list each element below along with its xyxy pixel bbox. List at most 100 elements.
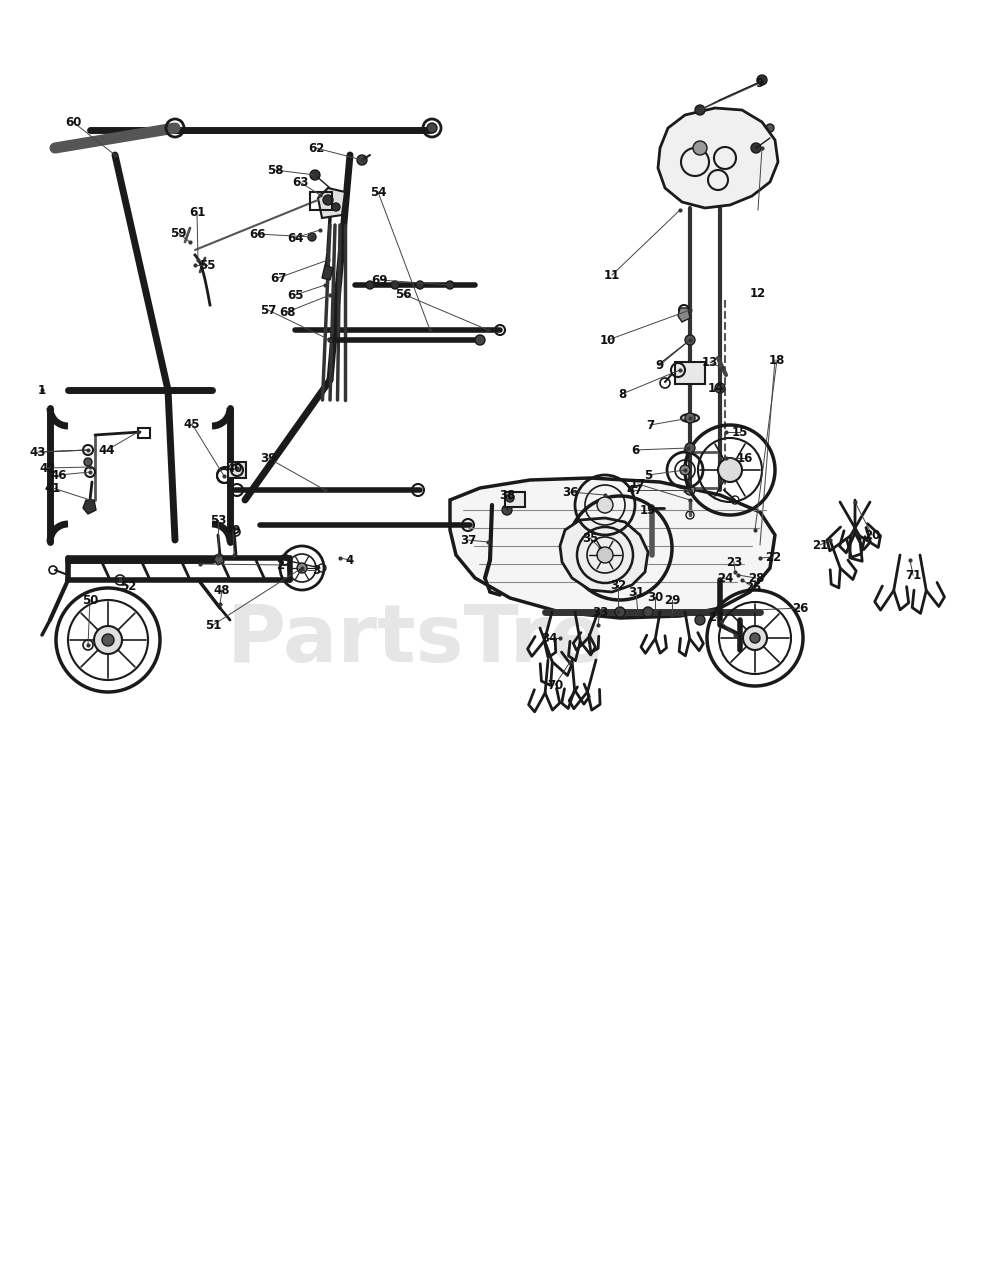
Text: 30: 30: [647, 590, 664, 603]
Text: 61: 61: [189, 206, 205, 219]
Bar: [675, 362, 705, 384]
Circle shape: [597, 547, 613, 563]
Bar: [138, 428, 150, 438]
Text: 2: 2: [276, 558, 284, 571]
Text: 35: 35: [582, 531, 598, 544]
Text: 11: 11: [604, 269, 620, 282]
Text: 45: 45: [184, 417, 200, 430]
Bar: [310, 192, 332, 210]
Circle shape: [766, 124, 774, 132]
Circle shape: [323, 195, 333, 205]
Circle shape: [310, 170, 320, 180]
Text: 62: 62: [308, 142, 324, 155]
Text: 33: 33: [591, 605, 608, 618]
Text: 71: 71: [905, 568, 921, 581]
Polygon shape: [214, 556, 224, 564]
Text: 1: 1: [38, 384, 46, 397]
Text: 5: 5: [644, 468, 652, 481]
Circle shape: [597, 497, 613, 513]
Text: 49: 49: [225, 524, 241, 536]
Polygon shape: [560, 518, 648, 591]
Circle shape: [685, 485, 695, 495]
Text: 68: 68: [279, 306, 296, 319]
Circle shape: [416, 282, 424, 289]
Bar: [505, 492, 525, 507]
Text: 55: 55: [199, 259, 216, 271]
Text: 44: 44: [99, 443, 116, 457]
Text: 7: 7: [646, 419, 654, 431]
Circle shape: [84, 458, 92, 466]
Text: 67: 67: [270, 271, 286, 284]
Text: 46: 46: [50, 468, 67, 481]
Text: 23: 23: [726, 556, 742, 568]
Text: 64: 64: [287, 232, 304, 244]
Polygon shape: [318, 188, 345, 218]
Text: 34: 34: [541, 631, 557, 645]
Text: 26: 26: [792, 602, 808, 614]
Circle shape: [391, 282, 399, 289]
Circle shape: [366, 282, 374, 289]
Circle shape: [757, 76, 767, 84]
Text: 10: 10: [600, 334, 616, 347]
Text: 43: 43: [30, 445, 46, 458]
Text: 15: 15: [732, 425, 749, 439]
Text: 38: 38: [498, 489, 515, 502]
Text: 39: 39: [260, 452, 276, 465]
Circle shape: [685, 413, 695, 422]
Text: 65: 65: [287, 288, 304, 302]
Circle shape: [102, 634, 114, 646]
Polygon shape: [450, 477, 775, 618]
Text: 63: 63: [292, 175, 309, 188]
Text: 48: 48: [214, 584, 230, 596]
Text: 47: 47: [627, 484, 643, 497]
Text: 8: 8: [618, 388, 626, 401]
Circle shape: [332, 204, 340, 211]
Circle shape: [695, 614, 705, 625]
Circle shape: [685, 443, 695, 453]
Text: 25: 25: [745, 581, 762, 594]
Circle shape: [357, 155, 367, 165]
Text: 66: 66: [249, 228, 265, 241]
Text: 57: 57: [260, 303, 276, 316]
Text: 17: 17: [630, 477, 646, 490]
Circle shape: [693, 141, 707, 155]
Text: 53: 53: [210, 513, 226, 526]
Circle shape: [502, 506, 512, 515]
Circle shape: [685, 335, 695, 346]
Circle shape: [695, 105, 705, 115]
Text: 6: 6: [631, 443, 639, 457]
Text: 31: 31: [628, 585, 644, 599]
Circle shape: [743, 626, 767, 650]
Circle shape: [506, 494, 514, 502]
Text: 19: 19: [640, 503, 656, 517]
Ellipse shape: [681, 413, 699, 422]
Circle shape: [308, 233, 316, 241]
Polygon shape: [658, 108, 778, 209]
Text: PartsTre: PartsTre: [226, 602, 604, 678]
Text: 4: 4: [346, 553, 354, 567]
Polygon shape: [322, 265, 333, 280]
Circle shape: [427, 123, 437, 133]
Circle shape: [751, 143, 761, 154]
Circle shape: [643, 607, 653, 617]
Circle shape: [94, 626, 122, 654]
Text: 13: 13: [702, 356, 718, 369]
Text: 9: 9: [656, 358, 665, 371]
Text: 20: 20: [863, 529, 880, 541]
Circle shape: [718, 458, 742, 483]
Text: 51: 51: [205, 618, 222, 631]
Text: 12: 12: [750, 287, 766, 300]
Circle shape: [297, 563, 307, 573]
Text: 40: 40: [226, 462, 243, 475]
Text: 27: 27: [708, 611, 724, 623]
Text: 32: 32: [610, 579, 626, 591]
Text: 3: 3: [312, 563, 320, 576]
Text: 56: 56: [395, 288, 411, 301]
Text: 52: 52: [120, 580, 136, 593]
Polygon shape: [678, 308, 690, 323]
Bar: [228, 462, 246, 477]
Text: 9: 9: [756, 77, 764, 90]
Text: 21: 21: [812, 539, 828, 552]
Polygon shape: [83, 500, 96, 515]
Circle shape: [750, 634, 760, 643]
